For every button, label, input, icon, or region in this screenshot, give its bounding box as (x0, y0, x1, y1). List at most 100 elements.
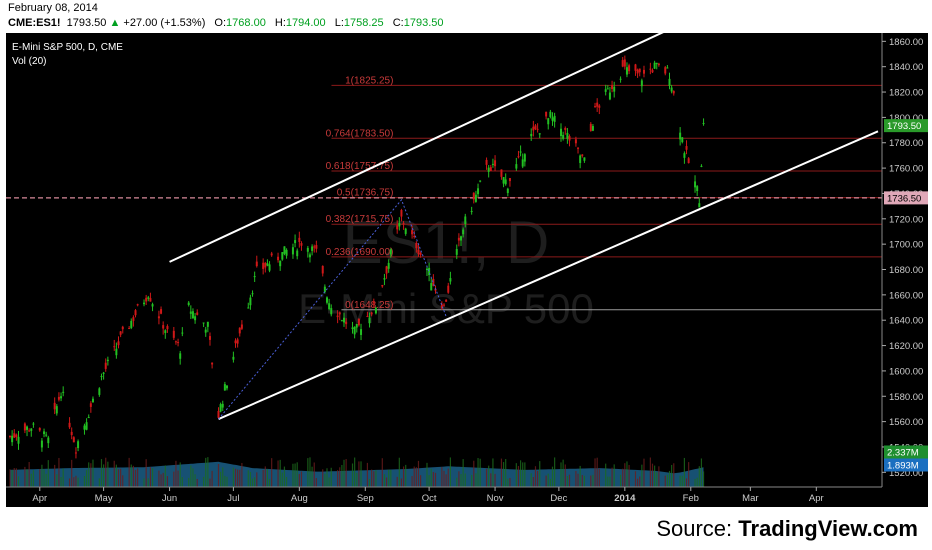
candle-body (351, 327, 354, 330)
fib-level-label: 0.618(1757.75) (326, 161, 394, 172)
volume-bar (134, 469, 137, 487)
candle-body (149, 298, 152, 302)
volume-bar (609, 476, 611, 487)
volume-bar (62, 468, 64, 487)
volume-bar (581, 475, 583, 487)
volume-bar (45, 473, 47, 487)
volume-bar (517, 465, 520, 487)
symbol-label[interactable]: CME:ES1! (8, 17, 61, 29)
candle (502, 177, 505, 188)
candle (638, 68, 641, 77)
quote-bar: CME:ES1! 1793.50 ▲ +27.00 (+1.53%) O:176… (8, 17, 443, 29)
volume-bar (524, 462, 526, 487)
volume-bar (313, 462, 315, 487)
candle-body (472, 192, 475, 200)
candle-body (194, 316, 197, 321)
candle-body (479, 180, 482, 182)
candle (226, 384, 228, 391)
candle (57, 392, 60, 402)
candle (649, 62, 652, 75)
candle (443, 303, 445, 307)
candle (564, 126, 567, 135)
candle-body (300, 243, 303, 246)
candle-body (549, 111, 552, 118)
candle-body (521, 159, 524, 167)
candle (253, 271, 256, 282)
volume-bar (575, 470, 577, 487)
volume-bar (207, 457, 209, 487)
volume-bar (17, 476, 20, 487)
candle (504, 173, 507, 186)
candle (17, 430, 20, 450)
volume-indicator-label[interactable]: Vol (20) (12, 56, 47, 67)
candle (279, 260, 282, 271)
candle (217, 407, 220, 419)
price-tick-label: 1660.00 (889, 290, 923, 301)
volume-bar (656, 472, 658, 487)
volume-bar (98, 478, 100, 487)
candle (653, 60, 656, 70)
candle (651, 68, 654, 74)
open-value: 1768.00 (226, 17, 266, 29)
volume-bar (88, 462, 90, 487)
volume-bar (309, 457, 311, 487)
candle (404, 227, 407, 236)
volume-bar (15, 468, 17, 487)
candle (247, 302, 250, 309)
chart-panel[interactable]: ES1!, D E-Mini S&P 500 1(1825.25) 0.764(17… (6, 30, 928, 507)
volume-bar (464, 473, 466, 487)
volume-bar (264, 466, 266, 487)
volume-bar (254, 477, 256, 487)
volume-bar (311, 466, 313, 487)
candle-body (564, 127, 567, 130)
candle-body (474, 194, 477, 202)
candle (262, 258, 265, 275)
price-axis (882, 33, 928, 507)
candle (683, 151, 686, 164)
volume-bar (460, 474, 462, 487)
candle-body (387, 262, 390, 269)
candle-body (428, 267, 431, 276)
candle-body (119, 331, 122, 335)
fib-level-label: 0.236(1690.00) (326, 247, 394, 258)
volume-bar (122, 475, 124, 487)
candle-body (649, 68, 652, 70)
volume-bar (654, 465, 656, 487)
candle-body (45, 434, 48, 436)
candle-body (485, 159, 488, 165)
candle (285, 248, 288, 259)
low-key: L: (334, 17, 344, 29)
candle (172, 326, 175, 340)
volume-bar (475, 473, 477, 487)
candle (189, 305, 192, 320)
candle-body (70, 431, 73, 436)
volume-bar (596, 457, 598, 487)
volume-bar (449, 457, 451, 487)
candle (670, 84, 673, 94)
price-tick-label: 1820.00 (889, 88, 923, 99)
candle-body (685, 146, 688, 150)
candle (521, 153, 524, 169)
volume-bar (500, 458, 503, 487)
candle-body (360, 329, 363, 335)
candle-body (460, 236, 463, 241)
candle-body (583, 157, 586, 161)
candle-body (151, 304, 154, 307)
volume-bar (545, 475, 547, 487)
volume-bar (445, 474, 447, 487)
candle-body (145, 297, 148, 302)
candle (685, 140, 688, 155)
candle-body (330, 308, 333, 315)
price-chart[interactable]: ES1!, D E-Mini S&P 500 1(1825.25) 0.764(17… (6, 30, 928, 507)
candle (574, 136, 577, 147)
volume-bar (32, 470, 35, 487)
candle (579, 154, 582, 169)
fib-level-label: 0.764(1783.50) (326, 128, 394, 139)
candle-body (381, 284, 384, 287)
candle (400, 208, 403, 222)
candle (417, 244, 420, 257)
candle (60, 392, 63, 402)
candle-body (28, 430, 31, 432)
candle (277, 252, 280, 263)
candle (255, 255, 258, 268)
